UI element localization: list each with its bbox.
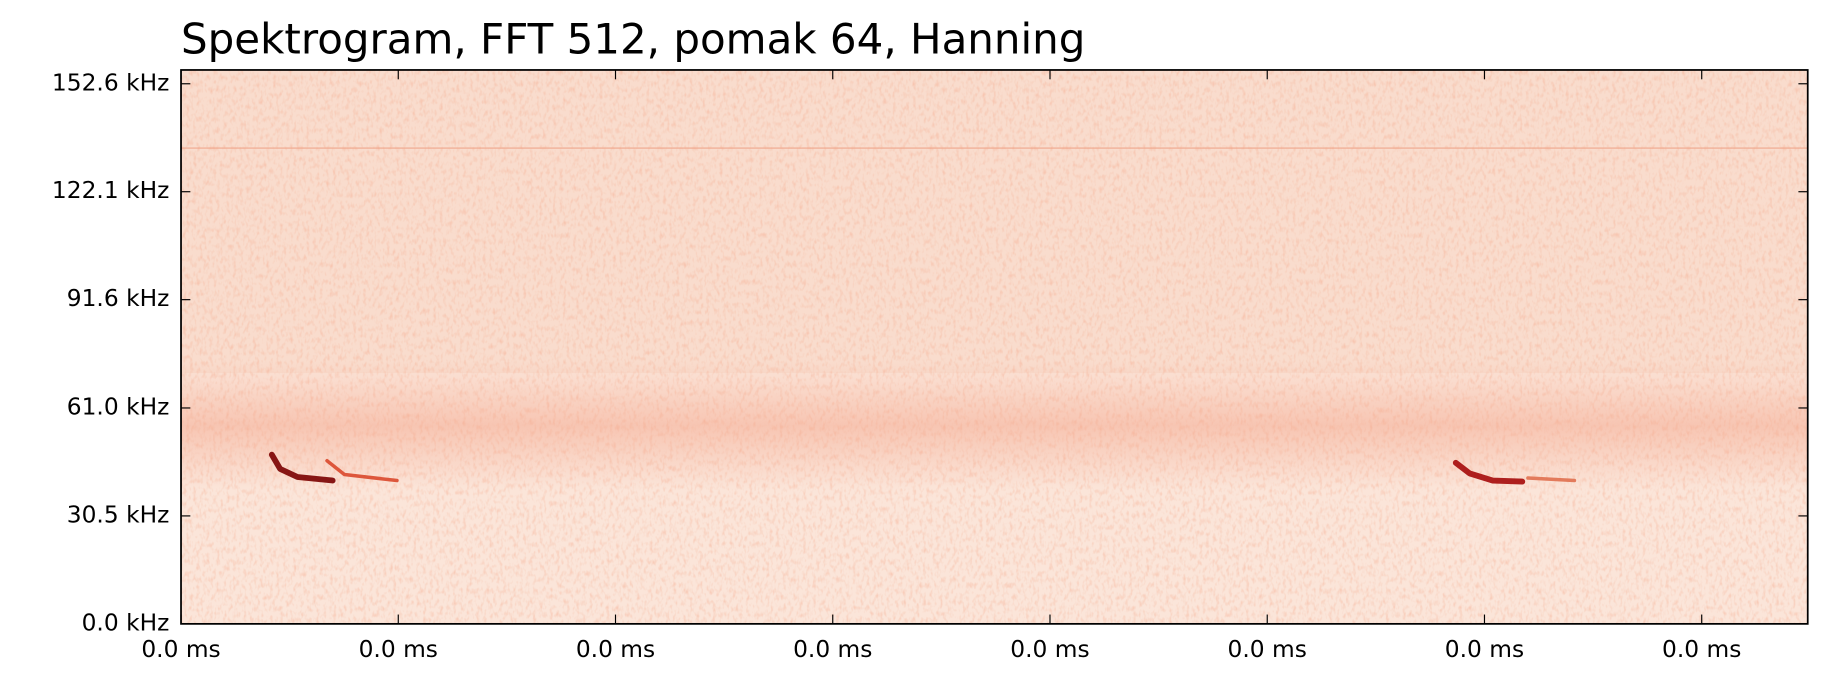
y-tick-label: 152.6 kHz [52, 69, 169, 96]
y-tick-label: 61.0 kHz [67, 393, 170, 420]
x-tick-label: 0.0 ms [1662, 636, 1741, 663]
call-contour [1526, 476, 1577, 483]
chart-title: Spektrogram, FFT 512, pomak 64, Hanning [181, 15, 1085, 64]
y-tick-label: 0.0 kHz [82, 609, 170, 636]
x-tick-label: 0.0 ms [576, 636, 655, 663]
x-tick-label: 0.0 ms [793, 636, 872, 663]
x-tick-label: 0.0 ms [359, 636, 438, 663]
x-tick-label: 0.0 ms [1010, 636, 1089, 663]
plot-frame [180, 69, 1809, 625]
call-contour [268, 451, 336, 484]
x-tick-label: 0.0 ms [1228, 636, 1307, 663]
call-contour [325, 458, 399, 483]
x-tick-label: 0.0 ms [141, 636, 220, 663]
y-tick-label: 30.5 kHz [67, 501, 170, 528]
y-tick-label: 122.1 kHz [52, 177, 169, 204]
x-tick-label: 0.0 ms [1445, 636, 1524, 663]
call-contour [1452, 459, 1526, 485]
y-tick-label: 91.6 kHz [67, 285, 170, 312]
spectrogram-background [181, 69, 1808, 624]
noise-texture [181, 69, 1808, 624]
